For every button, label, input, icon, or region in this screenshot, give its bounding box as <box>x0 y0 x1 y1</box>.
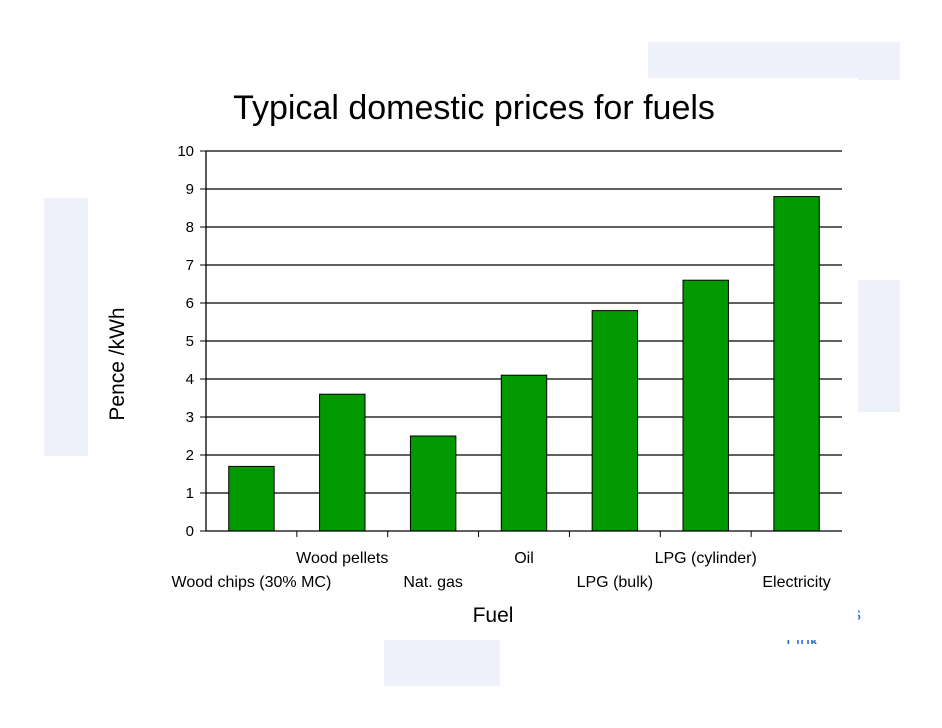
bar-4 <box>591 310 639 532</box>
x-tick-label: Electricity <box>762 574 830 591</box>
bar-5 <box>682 279 729 532</box>
y-tick-labels: 0 1 2 3 4 5 6 7 8 9 10 <box>177 143 194 540</box>
bar-6 <box>773 196 820 532</box>
chart-title: Typical domestic prices for fuels <box>233 89 715 127</box>
bar-2 <box>409 435 457 532</box>
x-axis-label: Fuel <box>473 604 514 627</box>
x-tick-label: Nat. gas <box>403 574 463 591</box>
y-tick-label: 0 <box>186 523 194 540</box>
x-tick-label: LPG (cylinder) <box>655 550 757 567</box>
axes <box>200 150 842 537</box>
chart-panel <box>100 78 858 640</box>
y-tick-label: 8 <box>186 219 194 236</box>
y-tick-label: 9 <box>186 181 194 198</box>
bar-3 <box>500 374 548 532</box>
x-tick-labels: Wood chips (30% MC) Wood pellets Nat. gas O… <box>172 550 831 591</box>
x-tick-label: Wood pellets <box>296 550 388 567</box>
x-tick-label: Oil <box>514 550 534 567</box>
y-tick-label: 6 <box>186 295 194 312</box>
y-tick-label: 5 <box>186 333 194 350</box>
y-tick-label: 10 <box>177 143 194 160</box>
y-tick-label: 4 <box>186 371 194 388</box>
x-tick-label: Wood chips (30% MC) <box>172 574 332 591</box>
bar-1 <box>319 393 366 532</box>
background-shape-top-right <box>648 42 900 80</box>
x-tick-label: LPG (bulk) <box>577 574 653 591</box>
bar-0 <box>228 465 275 532</box>
y-tick-label: 2 <box>186 447 194 464</box>
background-shape-left <box>44 198 88 456</box>
background-shape-right <box>858 280 900 412</box>
background-shape-bottom <box>384 640 500 686</box>
y-tick-label: 3 <box>186 409 194 426</box>
y-tick-label: 7 <box>186 257 194 274</box>
bars <box>228 196 820 532</box>
y-tick-label: 1 <box>186 485 194 502</box>
y-axis-label: Pence /kWh <box>106 307 129 420</box>
